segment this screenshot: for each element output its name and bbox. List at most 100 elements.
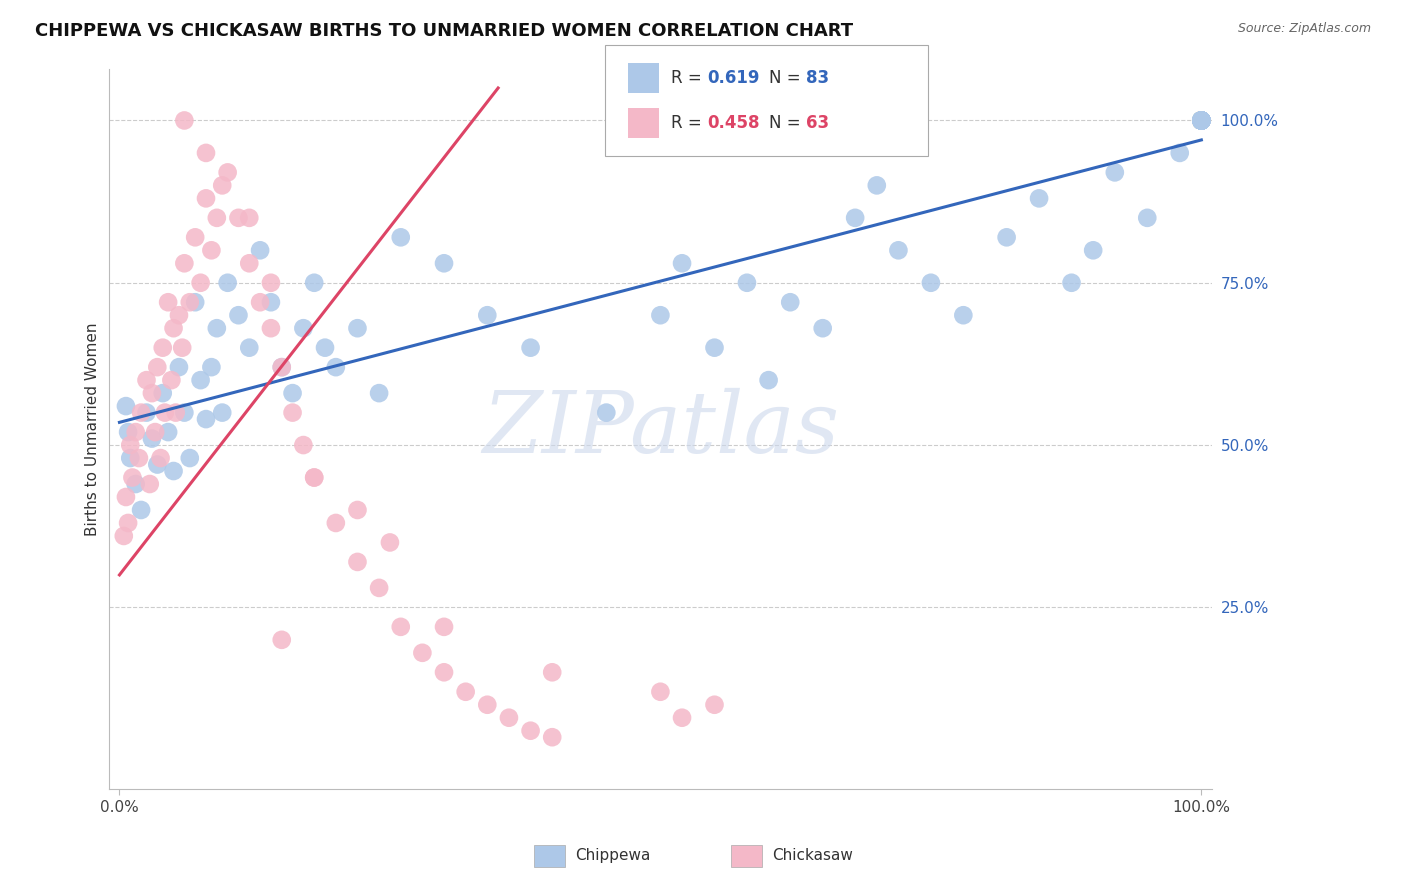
Point — [433, 665, 456, 680]
Point — [112, 529, 135, 543]
Point — [325, 360, 347, 375]
Point — [1189, 113, 1212, 128]
Point — [115, 399, 138, 413]
Point — [1189, 113, 1212, 128]
Point — [152, 341, 174, 355]
Point — [1189, 113, 1212, 128]
Point — [146, 458, 169, 472]
Point — [121, 470, 143, 484]
Point — [758, 373, 780, 387]
Point — [498, 711, 520, 725]
Point — [1189, 113, 1212, 128]
Text: N =: N = — [769, 69, 806, 87]
Point — [179, 295, 201, 310]
Text: 0.619: 0.619 — [707, 69, 759, 87]
Point — [378, 535, 401, 549]
Point — [270, 632, 292, 647]
Point — [165, 406, 187, 420]
Point — [195, 191, 218, 205]
Point — [149, 451, 172, 466]
Point — [650, 685, 672, 699]
Point — [184, 230, 207, 244]
Point — [314, 341, 336, 355]
Point — [139, 477, 162, 491]
Point — [1168, 145, 1191, 160]
Point — [671, 711, 693, 725]
Point — [162, 464, 184, 478]
Point — [1189, 113, 1212, 128]
Point — [1189, 113, 1212, 128]
Point — [541, 665, 564, 680]
Point — [125, 477, 148, 491]
Point — [779, 295, 801, 310]
Point — [143, 425, 166, 439]
Point — [173, 406, 195, 420]
Point — [519, 723, 541, 738]
Point — [703, 341, 725, 355]
Point — [325, 516, 347, 530]
Point — [281, 406, 304, 420]
Text: Chickasaw: Chickasaw — [772, 848, 853, 863]
Point — [292, 438, 315, 452]
Point — [157, 295, 180, 310]
Text: R =: R = — [671, 114, 707, 132]
Point — [1189, 113, 1212, 128]
Point — [205, 211, 228, 225]
Point — [160, 373, 183, 387]
Point — [1104, 165, 1126, 179]
Text: N =: N = — [769, 114, 806, 132]
Point — [172, 341, 194, 355]
Point — [173, 256, 195, 270]
Point — [346, 555, 368, 569]
Point — [671, 256, 693, 270]
Point — [167, 360, 190, 375]
Text: Source: ZipAtlas.com: Source: ZipAtlas.com — [1237, 22, 1371, 36]
Point — [211, 406, 233, 420]
Point — [995, 230, 1018, 244]
Point — [120, 451, 142, 466]
Text: 63: 63 — [806, 114, 828, 132]
Point — [920, 276, 942, 290]
Point — [270, 360, 292, 375]
Point — [157, 425, 180, 439]
Point — [173, 113, 195, 128]
Point — [260, 295, 283, 310]
Point — [152, 386, 174, 401]
Point — [887, 244, 910, 258]
Point — [1189, 113, 1212, 128]
Point — [238, 341, 260, 355]
Point — [141, 432, 163, 446]
Text: CHIPPEWA VS CHICKASAW BIRTHS TO UNMARRIED WOMEN CORRELATION CHART: CHIPPEWA VS CHICKASAW BIRTHS TO UNMARRIE… — [35, 22, 853, 40]
Point — [302, 470, 325, 484]
Point — [1189, 113, 1212, 128]
Point — [368, 386, 391, 401]
Point — [217, 165, 239, 179]
Text: 83: 83 — [806, 69, 828, 87]
Point — [217, 276, 239, 290]
Point — [433, 620, 456, 634]
Point — [1189, 113, 1212, 128]
Point — [1189, 113, 1212, 128]
Point — [519, 341, 541, 355]
Point — [1189, 113, 1212, 128]
Point — [260, 276, 283, 290]
Point — [1189, 113, 1212, 128]
Point — [281, 386, 304, 401]
Point — [735, 276, 758, 290]
Point — [115, 490, 138, 504]
Point — [1083, 244, 1105, 258]
Point — [249, 244, 271, 258]
Point — [162, 321, 184, 335]
Point — [141, 386, 163, 401]
Point — [228, 211, 250, 225]
Point — [433, 256, 456, 270]
Point — [190, 276, 212, 290]
Point — [260, 321, 283, 335]
Point — [866, 178, 889, 193]
Point — [205, 321, 228, 335]
Point — [454, 685, 477, 699]
Y-axis label: Births to Unmarried Women: Births to Unmarried Women — [86, 322, 100, 535]
Point — [190, 373, 212, 387]
Point — [389, 230, 412, 244]
Point — [1136, 211, 1159, 225]
